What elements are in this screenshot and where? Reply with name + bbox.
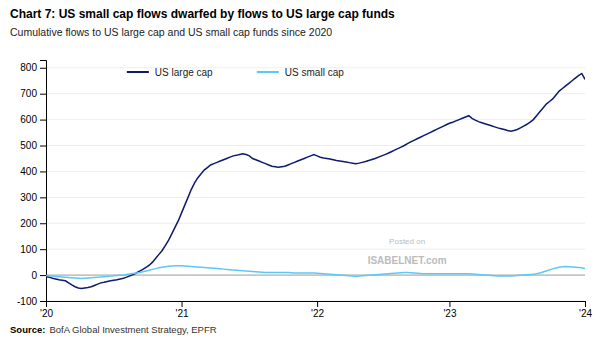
legend-swatch: [127, 71, 149, 73]
legend-label: US large cap: [155, 67, 213, 78]
y-tick: 300: [20, 192, 46, 203]
x-tick-label: '20: [40, 308, 53, 319]
y-tick: 700: [20, 88, 46, 99]
grid-line: [46, 145, 585, 146]
y-tick-label: 100: [20, 244, 37, 255]
legend: US large cap US small cap: [127, 67, 344, 78]
grid-line: [46, 93, 585, 94]
grid-line: [46, 249, 585, 250]
grid-line: [46, 171, 585, 172]
y-tick-mark: [40, 197, 46, 198]
series-line: [46, 266, 585, 279]
y-tick-label: 500: [20, 140, 37, 151]
y-tick-mark: [40, 223, 46, 224]
x-tick-label: '24: [579, 308, 592, 319]
y-tick: 600: [20, 114, 46, 125]
y-tick: 800: [20, 62, 46, 73]
legend-label: US small cap: [285, 67, 344, 78]
grid-line: [46, 223, 585, 224]
y-tick-mark: [40, 94, 46, 95]
y-tick: 200: [20, 218, 46, 229]
grid-line: [46, 197, 585, 198]
x-tick: '21: [176, 301, 189, 319]
x-tick-mark: [182, 301, 183, 307]
y-tick-label: 700: [20, 88, 37, 99]
subtitle: Cumulative flows to US large cap and US …: [10, 26, 332, 38]
y-tick-mark: [40, 275, 46, 276]
y-tick-label: 800: [20, 62, 37, 73]
chart: Chart 7: US small cap flows dwarfed by f…: [0, 0, 605, 341]
y-tick: 500: [20, 140, 46, 151]
y-tick-mark: [40, 120, 46, 121]
y-axis-line: [40, 61, 47, 302]
series-line: [46, 73, 585, 288]
legend-item: US small cap: [257, 67, 344, 78]
legend-item: US large cap: [127, 67, 213, 78]
y-tick-label: 300: [20, 192, 37, 203]
y-tick: -100: [17, 296, 46, 307]
x-tick-mark: [449, 301, 450, 307]
y-tick-label: 0: [31, 270, 37, 281]
source-part: BofA Global Investment Strategy, EPFR: [49, 324, 216, 335]
watermark: Posted on: [389, 237, 425, 246]
x-tick: '20: [40, 301, 53, 319]
grid: [46, 68, 585, 301]
x-tick: '23: [443, 301, 456, 319]
y-axis: -100 0 100 200 300 400 500 600 700 800: [17, 61, 47, 307]
legend-swatch: [257, 71, 279, 73]
x-axis: '20 '21 '22 '23 '24: [40, 301, 592, 319]
x-tick-mark: [585, 301, 586, 307]
x-tick-label: '21: [176, 308, 189, 319]
x-axis-line: [47, 302, 586, 308]
x-tick-mark: [46, 301, 47, 307]
y-tick-label: 600: [20, 114, 37, 125]
x-tick: '22: [311, 301, 324, 319]
x-tick-label: '23: [443, 308, 456, 319]
y-tick: 400: [20, 166, 46, 177]
source: Source: BofA Global Investment Strategy, …: [10, 324, 217, 335]
y-tick-label: 200: [20, 218, 37, 229]
plot: -1000100200300400500600700800'20'21'22'2…: [17, 61, 592, 320]
y-tick-label: 400: [20, 166, 37, 177]
y-tick-mark: [40, 171, 46, 172]
y-tick-mark: [40, 249, 46, 250]
y-tick: 100: [20, 244, 46, 255]
y-tick-mark: [40, 68, 46, 69]
y-tick: 0: [31, 270, 46, 281]
lines: [46, 73, 585, 288]
y-tick-label: -100: [17, 296, 37, 307]
y-tick-mark: [40, 301, 46, 302]
title: Chart 7: US small cap flows dwarfed by f…: [10, 7, 395, 21]
grid-line: [46, 119, 585, 120]
y-tick-mark: [40, 146, 46, 147]
source-part: Source:: [10, 324, 45, 335]
x-tick-mark: [317, 301, 318, 307]
x-tick: '24: [579, 301, 592, 319]
watermark: ISABELNET.com: [368, 255, 447, 266]
x-tick-label: '22: [311, 308, 324, 319]
